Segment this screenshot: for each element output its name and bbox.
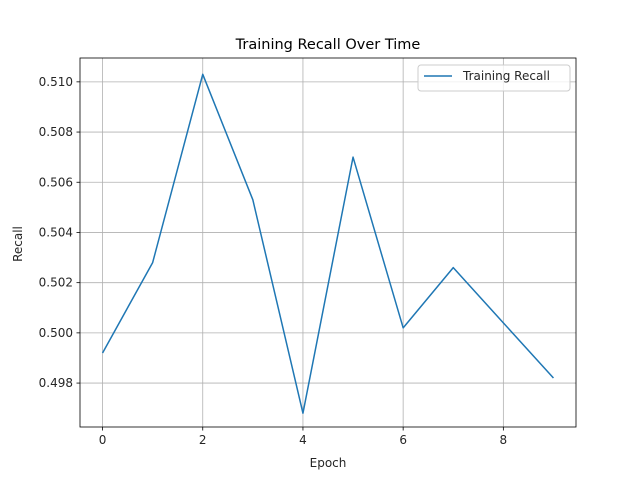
x-tick-label: 6 xyxy=(399,433,407,447)
y-tick-label: 0.500 xyxy=(39,326,73,340)
chart-title: Training Recall Over Time xyxy=(235,37,421,53)
y-tick-label: 0.504 xyxy=(39,225,73,239)
y-axis-label: Recall xyxy=(11,226,25,262)
x-tick-label: 8 xyxy=(500,433,508,447)
plot-frame xyxy=(79,57,577,428)
x-axis-label: Epoch xyxy=(310,456,347,470)
y-axis-ticks: 0.498 0.500 0.502 0.504 0.506 0.508 0.510 xyxy=(39,75,80,390)
plot-area xyxy=(79,57,577,428)
x-tick-label: 4 xyxy=(299,433,307,447)
legend-label-training-recall: Training Recall xyxy=(462,69,550,83)
x-tick-label: 2 xyxy=(199,433,207,447)
y-tick-label: 0.508 xyxy=(39,125,73,139)
series-layer xyxy=(101,73,555,414)
series-line-training-recall xyxy=(101,73,555,414)
y-tick-label: 0.506 xyxy=(39,175,73,189)
legend: Training Recall xyxy=(417,64,571,92)
y-tick-label: 0.510 xyxy=(39,75,73,89)
y-tick-label: 0.498 xyxy=(39,376,73,390)
y-gridlines xyxy=(80,81,576,384)
plot-background xyxy=(80,58,576,427)
y-tick-label: 0.502 xyxy=(39,276,73,290)
x-axis-ticks: 0 2 4 6 8 xyxy=(99,427,507,447)
legend-box xyxy=(417,64,571,92)
x-gridlines xyxy=(102,58,504,427)
x-tick-label: 0 xyxy=(99,433,107,447)
